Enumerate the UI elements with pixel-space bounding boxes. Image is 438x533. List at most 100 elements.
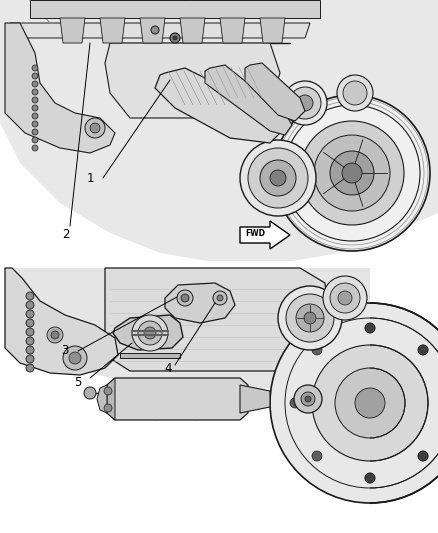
Polygon shape	[0, 261, 438, 267]
Polygon shape	[30, 0, 320, 18]
Circle shape	[286, 294, 334, 342]
Circle shape	[240, 140, 316, 216]
Polygon shape	[245, 63, 305, 121]
Circle shape	[181, 294, 189, 302]
Circle shape	[26, 337, 34, 345]
Circle shape	[314, 135, 390, 211]
Circle shape	[138, 321, 162, 345]
Circle shape	[26, 292, 34, 300]
Circle shape	[26, 355, 34, 363]
Circle shape	[90, 123, 100, 133]
Circle shape	[270, 170, 286, 186]
Polygon shape	[220, 18, 245, 43]
Circle shape	[173, 36, 177, 40]
Circle shape	[290, 398, 300, 408]
Circle shape	[217, 295, 223, 301]
Circle shape	[32, 81, 38, 87]
Circle shape	[330, 151, 374, 195]
Polygon shape	[370, 268, 438, 533]
Circle shape	[32, 145, 38, 151]
Polygon shape	[10, 23, 310, 38]
Polygon shape	[155, 68, 285, 143]
Polygon shape	[105, 43, 280, 118]
Circle shape	[170, 33, 180, 43]
Polygon shape	[240, 385, 270, 413]
Polygon shape	[107, 378, 115, 420]
Circle shape	[32, 137, 38, 143]
Circle shape	[300, 121, 404, 225]
Circle shape	[32, 97, 38, 103]
Polygon shape	[140, 18, 165, 43]
Circle shape	[26, 328, 34, 336]
Circle shape	[312, 451, 322, 461]
Polygon shape	[97, 385, 107, 413]
Circle shape	[104, 387, 112, 395]
Circle shape	[297, 95, 313, 111]
Circle shape	[63, 346, 87, 370]
Polygon shape	[105, 268, 330, 371]
Circle shape	[337, 75, 373, 111]
Circle shape	[365, 323, 375, 333]
Circle shape	[26, 364, 34, 372]
Text: 5: 5	[74, 376, 82, 390]
Circle shape	[312, 345, 322, 355]
Circle shape	[213, 291, 227, 305]
Circle shape	[32, 73, 38, 79]
Circle shape	[26, 319, 34, 327]
Circle shape	[26, 310, 34, 318]
Circle shape	[177, 290, 193, 306]
Circle shape	[260, 160, 296, 196]
Polygon shape	[165, 283, 235, 323]
Polygon shape	[240, 221, 290, 249]
Text: 1: 1	[86, 172, 94, 184]
Polygon shape	[113, 315, 183, 350]
Circle shape	[283, 81, 327, 125]
Circle shape	[355, 388, 385, 418]
Circle shape	[301, 392, 315, 406]
Circle shape	[365, 473, 375, 483]
Circle shape	[305, 396, 311, 402]
Circle shape	[132, 315, 168, 351]
Circle shape	[144, 327, 156, 339]
Circle shape	[274, 95, 430, 251]
Circle shape	[338, 291, 352, 305]
Circle shape	[312, 345, 428, 461]
Circle shape	[418, 451, 428, 461]
Polygon shape	[5, 268, 118, 375]
Circle shape	[32, 121, 38, 127]
Circle shape	[270, 303, 438, 503]
Circle shape	[69, 352, 81, 364]
Circle shape	[330, 283, 360, 313]
Text: 4: 4	[164, 361, 172, 375]
Circle shape	[418, 451, 428, 461]
Circle shape	[289, 87, 321, 119]
Circle shape	[278, 286, 342, 350]
Circle shape	[418, 345, 428, 355]
Polygon shape	[260, 18, 285, 43]
Circle shape	[32, 113, 38, 119]
Circle shape	[32, 105, 38, 111]
Circle shape	[365, 473, 375, 483]
Circle shape	[32, 65, 38, 71]
Circle shape	[342, 163, 362, 183]
Text: 3: 3	[61, 344, 69, 358]
Circle shape	[365, 323, 375, 333]
Circle shape	[85, 118, 105, 138]
Circle shape	[296, 304, 324, 332]
Circle shape	[323, 276, 367, 320]
Circle shape	[84, 387, 96, 399]
Circle shape	[51, 331, 59, 339]
Polygon shape	[100, 18, 125, 43]
Circle shape	[26, 346, 34, 354]
Circle shape	[418, 345, 428, 355]
Circle shape	[294, 385, 322, 413]
Circle shape	[248, 148, 308, 208]
Text: FWD: FWD	[245, 230, 265, 238]
Circle shape	[304, 312, 316, 324]
Circle shape	[151, 26, 159, 34]
Polygon shape	[107, 378, 248, 420]
Polygon shape	[205, 65, 292, 135]
Circle shape	[335, 368, 405, 438]
Circle shape	[47, 327, 63, 343]
Polygon shape	[180, 18, 205, 43]
